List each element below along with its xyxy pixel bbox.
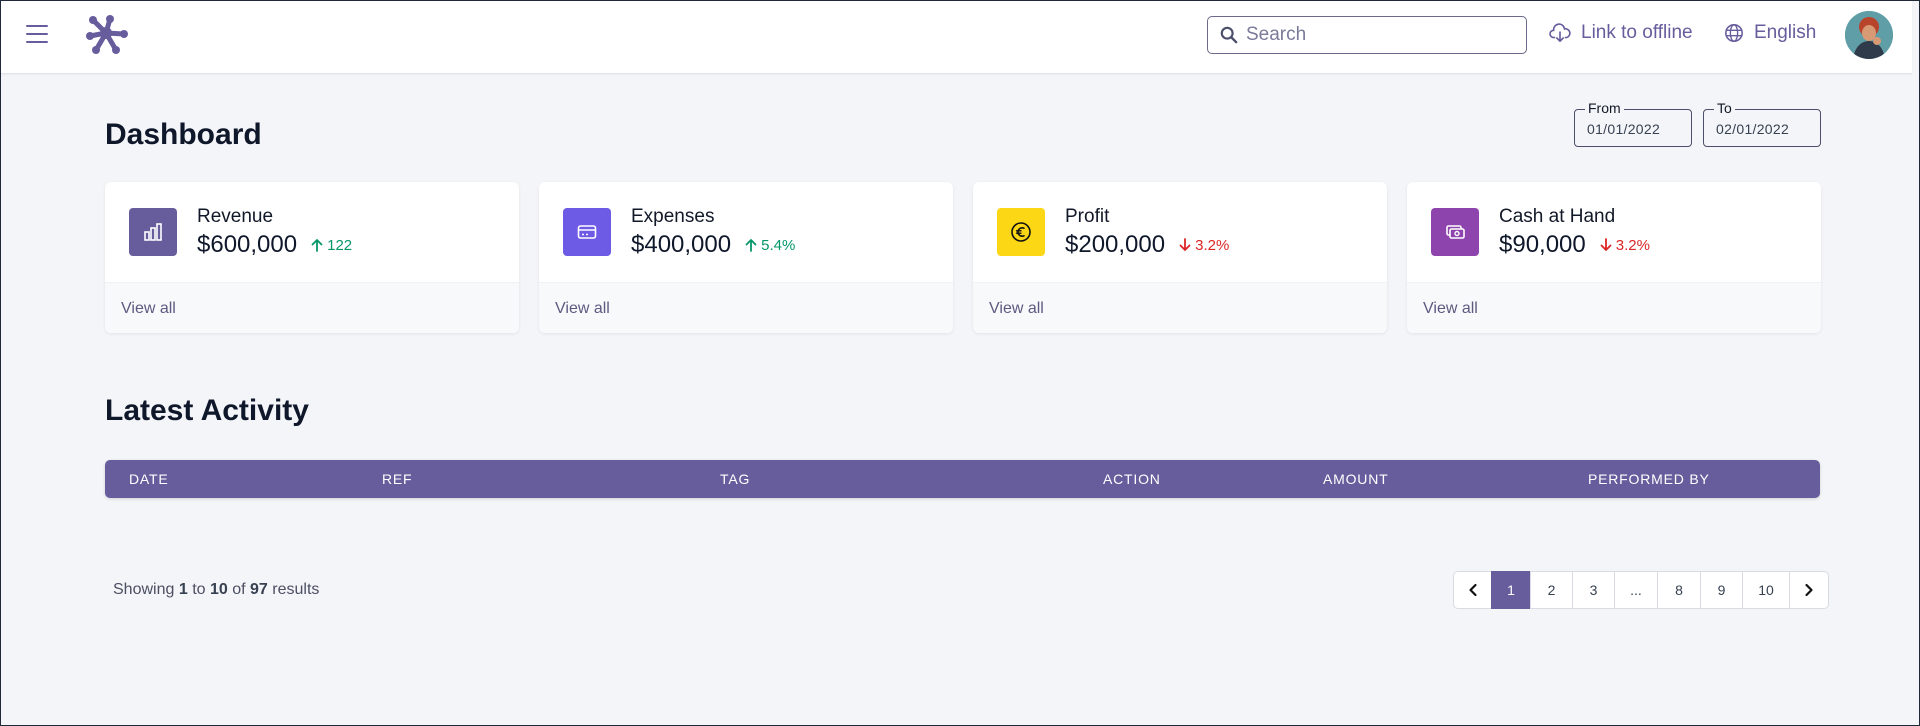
results-summary: Showing 1 to 10 of 97 results — [113, 581, 319, 599]
column-header-amount[interactable]: AMOUNT — [1323, 471, 1389, 487]
date-from-field[interactable]: From 01/01/2022 — [1574, 100, 1692, 147]
card-change: 3.2% — [1600, 237, 1650, 254]
search-input[interactable] — [1246, 24, 1506, 46]
date-from-value: 01/01/2022 — [1587, 121, 1661, 137]
card-title: Revenue — [197, 206, 274, 227]
view-all-link[interactable]: View all — [989, 300, 1044, 317]
card-change-value: 3.2% — [1195, 236, 1230, 254]
to-word: to — [192, 581, 206, 598]
date-to-field[interactable]: To 02/01/2022 — [1703, 100, 1821, 147]
card-title: Cash at Hand — [1499, 206, 1616, 227]
pagination: 1 2 3 ... 8 9 10 — [1453, 571, 1829, 609]
page-button-1[interactable]: 1 — [1491, 571, 1531, 609]
card-title: Expenses — [631, 206, 715, 227]
arrow-down-icon — [1600, 238, 1612, 251]
date-from-label: From — [1585, 100, 1624, 116]
results-word: results — [272, 581, 320, 598]
results-from: 1 — [178, 581, 188, 598]
credit-card-icon — [563, 208, 611, 256]
card-amount: $600,000 — [197, 231, 298, 258]
date-to-value: 02/01/2022 — [1716, 121, 1790, 137]
card-amount: $400,000 — [631, 231, 732, 258]
arrow-up-icon — [311, 239, 323, 252]
link-to-offline-label: Link to offline — [1581, 22, 1693, 43]
arrow-up-icon — [745, 239, 757, 252]
card-change: 5.4% — [745, 237, 795, 254]
card-amount: $200,000 — [1065, 231, 1166, 258]
link-to-offline-button[interactable]: Link to offline — [1549, 22, 1693, 44]
page-button-10[interactable]: 10 — [1742, 571, 1790, 609]
card-change-value: 5.4% — [761, 236, 796, 254]
euro-coin-icon — [997, 208, 1045, 256]
view-all-link[interactable]: View all — [1423, 300, 1478, 317]
card-change-value: 122 — [327, 236, 353, 254]
menu-icon[interactable] — [26, 25, 48, 43]
app-logo[interactable] — [86, 14, 130, 56]
column-header-ref[interactable]: REF — [382, 471, 413, 487]
expenses-card: Expenses $400,000 5.4% View all — [539, 182, 953, 333]
view-all-link[interactable]: View all — [555, 300, 610, 317]
column-header-action[interactable]: ACTION — [1103, 471, 1161, 487]
cash-icon — [1431, 208, 1479, 256]
activity-table-header: DATE REF TAG ACTION AMOUNT PERFORMED BY — [105, 460, 1820, 498]
of-word: of — [232, 581, 246, 598]
search-box[interactable] — [1207, 16, 1527, 54]
column-header-tag[interactable]: TAG — [720, 471, 751, 487]
chevron-right-icon — [1805, 583, 1813, 597]
page-button-3[interactable]: 3 — [1572, 571, 1615, 609]
revenue-card: Revenue $600,000 122 View all — [105, 182, 519, 333]
card-change-value: 3.2% — [1615, 236, 1650, 254]
page-button-8[interactable]: 8 — [1657, 571, 1701, 609]
search-icon — [1220, 26, 1238, 44]
arrow-down-icon — [1179, 238, 1191, 251]
top-bar: Link to offline English — [0, 0, 1912, 74]
column-header-date[interactable]: DATE — [129, 471, 169, 487]
next-page-button[interactable] — [1789, 571, 1829, 609]
page-title: Dashboard — [105, 118, 262, 151]
cloud-download-icon — [1549, 23, 1571, 42]
results-total: 97 — [250, 581, 268, 598]
page-ellipsis: ... — [1614, 571, 1658, 609]
bar-chart-icon — [129, 208, 177, 256]
results-to: 10 — [209, 581, 228, 598]
date-to-label: To — [1714, 100, 1735, 116]
latest-activity-title: Latest Activity — [105, 394, 309, 427]
card-title: Profit — [1065, 206, 1110, 227]
chevron-left-icon — [1468, 583, 1477, 597]
language-label: English — [1754, 22, 1817, 43]
language-selector[interactable]: English — [1724, 22, 1816, 44]
card-amount: $90,000 — [1499, 231, 1586, 258]
view-all-link[interactable]: View all — [121, 300, 176, 317]
showing-prefix: Showing — [113, 581, 175, 598]
card-change: 3.2% — [1179, 237, 1229, 254]
profit-card: Profit $200,000 3.2% View all — [973, 182, 1387, 333]
page-button-2[interactable]: 2 — [1530, 571, 1573, 609]
previous-page-button[interactable] — [1453, 571, 1492, 609]
cash-at-hand-card: Cash at Hand $90,000 3.2% View all — [1407, 182, 1821, 333]
column-header-performed-by[interactable]: PERFORMED BY — [1588, 471, 1710, 487]
user-avatar[interactable] — [1845, 11, 1893, 59]
page-button-9[interactable]: 9 — [1700, 571, 1743, 609]
card-change: 122 — [311, 237, 352, 254]
globe-icon — [1725, 24, 1743, 42]
